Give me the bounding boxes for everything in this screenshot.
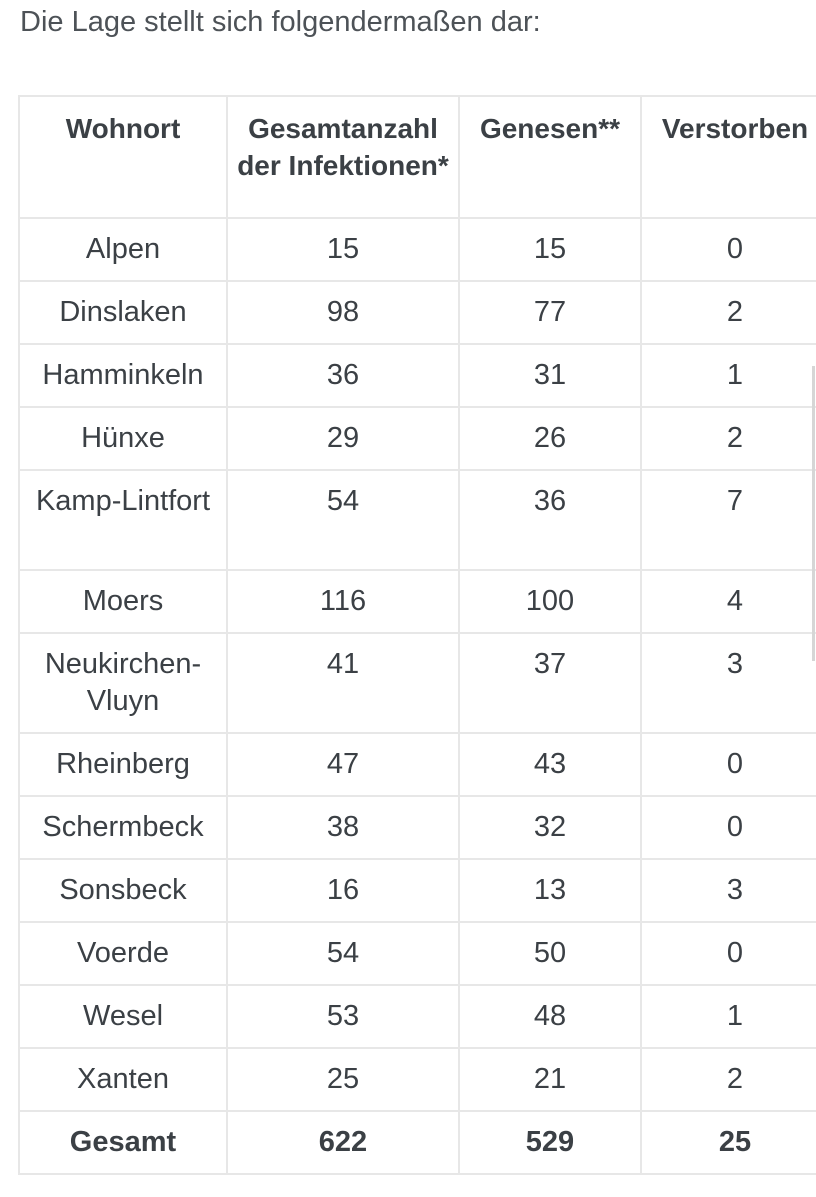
cell-wohnort: Dinslaken bbox=[18, 280, 228, 345]
cell-wohnort: Rheinberg bbox=[18, 732, 228, 797]
cell-gesamt: 53 bbox=[226, 984, 460, 1049]
table-row: Hünxe 29 26 2 bbox=[18, 406, 816, 471]
cell-verstorben: 2 bbox=[640, 1047, 816, 1112]
cell-wohnort: Hünxe bbox=[18, 406, 228, 471]
cell-gesamt: 47 bbox=[226, 732, 460, 797]
cell-verstorben: 0 bbox=[640, 921, 816, 986]
total-gesamt: 622 bbox=[226, 1110, 460, 1175]
cell-verstorben: 1 bbox=[640, 984, 816, 1049]
cell-wohnort: Hamminkeln bbox=[18, 343, 228, 408]
cell-gesamt: 54 bbox=[226, 469, 460, 571]
cell-genesen: 100 bbox=[458, 569, 642, 634]
cell-wohnort: Alpen bbox=[18, 217, 228, 282]
table-total-row: Gesamt 622 529 25 bbox=[18, 1110, 816, 1175]
cell-genesen: 13 bbox=[458, 858, 642, 923]
table-row: Dinslaken 98 77 2 bbox=[18, 280, 816, 345]
cell-wohnort: Sonsbeck bbox=[18, 858, 228, 923]
cell-wohnort: Kamp-Lintfort bbox=[18, 469, 228, 571]
cell-verstorben: 0 bbox=[640, 217, 816, 282]
table-row: Kamp-Lintfort 54 36 7 bbox=[18, 469, 816, 571]
cell-verstorben: 2 bbox=[640, 406, 816, 471]
cell-verstorben: 0 bbox=[640, 795, 816, 860]
total-verstorben: 25 bbox=[640, 1110, 816, 1175]
cell-genesen: 15 bbox=[458, 217, 642, 282]
cell-verstorben: 3 bbox=[640, 632, 816, 734]
cell-verstorben: 0 bbox=[640, 732, 816, 797]
cell-wohnort: Neukirchen-Vluyn bbox=[18, 632, 228, 734]
cell-gesamt: 29 bbox=[226, 406, 460, 471]
cell-gesamt: 98 bbox=[226, 280, 460, 345]
table-row: Schermbeck 38 32 0 bbox=[18, 795, 816, 860]
cell-verstorben: 7 bbox=[640, 469, 816, 571]
cell-gesamt: 25 bbox=[226, 1047, 460, 1112]
header-wohnort: Wohnort bbox=[18, 95, 228, 219]
header-genesen: Genesen** bbox=[458, 95, 642, 219]
cell-genesen: 77 bbox=[458, 280, 642, 345]
cell-genesen: 32 bbox=[458, 795, 642, 860]
header-verstorben: Verstorben bbox=[640, 95, 816, 219]
cell-genesen: 48 bbox=[458, 984, 642, 1049]
cell-verstorben: 3 bbox=[640, 858, 816, 923]
cell-genesen: 37 bbox=[458, 632, 642, 734]
table-row: Neukirchen-Vluyn 41 37 3 bbox=[18, 632, 816, 734]
table-row: Alpen 15 15 0 bbox=[18, 217, 816, 282]
header-gesamtanzahl: Gesamtanzahl der Infektionen* bbox=[226, 95, 460, 219]
table-row: Hamminkeln 36 31 1 bbox=[18, 343, 816, 408]
intro-text: Die Lage stellt sich folgendermaßen dar: bbox=[20, 6, 541, 38]
cell-genesen: 21 bbox=[458, 1047, 642, 1112]
cell-wohnort: Xanten bbox=[18, 1047, 228, 1112]
table-row: Xanten 25 21 2 bbox=[18, 1047, 816, 1112]
cell-gesamt: 41 bbox=[226, 632, 460, 734]
cell-genesen: 31 bbox=[458, 343, 642, 408]
cell-wohnort: Schermbeck bbox=[18, 795, 228, 860]
cell-verstorben: 1 bbox=[640, 343, 816, 408]
total-label: Gesamt bbox=[18, 1110, 228, 1175]
cell-genesen: 50 bbox=[458, 921, 642, 986]
cell-gesamt: 16 bbox=[226, 858, 460, 923]
table-row: Voerde 54 50 0 bbox=[18, 921, 816, 986]
table-header-row: Wohnort Gesamtanzahl der Infektionen* Ge… bbox=[18, 95, 816, 219]
infection-statistics-table: Wohnort Gesamtanzahl der Infektionen* Ge… bbox=[18, 95, 816, 1175]
cell-gesamt: 54 bbox=[226, 921, 460, 986]
cell-gesamt: 38 bbox=[226, 795, 460, 860]
total-genesen: 529 bbox=[458, 1110, 642, 1175]
table-row: Sonsbeck 16 13 3 bbox=[18, 858, 816, 923]
cell-gesamt: 116 bbox=[226, 569, 460, 634]
table-row: Rheinberg 47 43 0 bbox=[18, 732, 816, 797]
cell-genesen: 26 bbox=[458, 406, 642, 471]
table-row: Wesel 53 48 1 bbox=[18, 984, 816, 1049]
cell-wohnort: Wesel bbox=[18, 984, 228, 1049]
cell-genesen: 43 bbox=[458, 732, 642, 797]
statistics-table-container: Wohnort Gesamtanzahl der Infektionen* Ge… bbox=[18, 95, 816, 1175]
cell-verstorben: 4 bbox=[640, 569, 816, 634]
cell-wohnort: Moers bbox=[18, 569, 228, 634]
table-row: Moers 116 100 4 bbox=[18, 569, 816, 634]
cell-genesen: 36 bbox=[458, 469, 642, 571]
cell-gesamt: 36 bbox=[226, 343, 460, 408]
horizontal-scroll-indicator[interactable] bbox=[812, 366, 815, 661]
cell-verstorben: 2 bbox=[640, 280, 816, 345]
cell-wohnort: Voerde bbox=[18, 921, 228, 986]
cell-gesamt: 15 bbox=[226, 217, 460, 282]
